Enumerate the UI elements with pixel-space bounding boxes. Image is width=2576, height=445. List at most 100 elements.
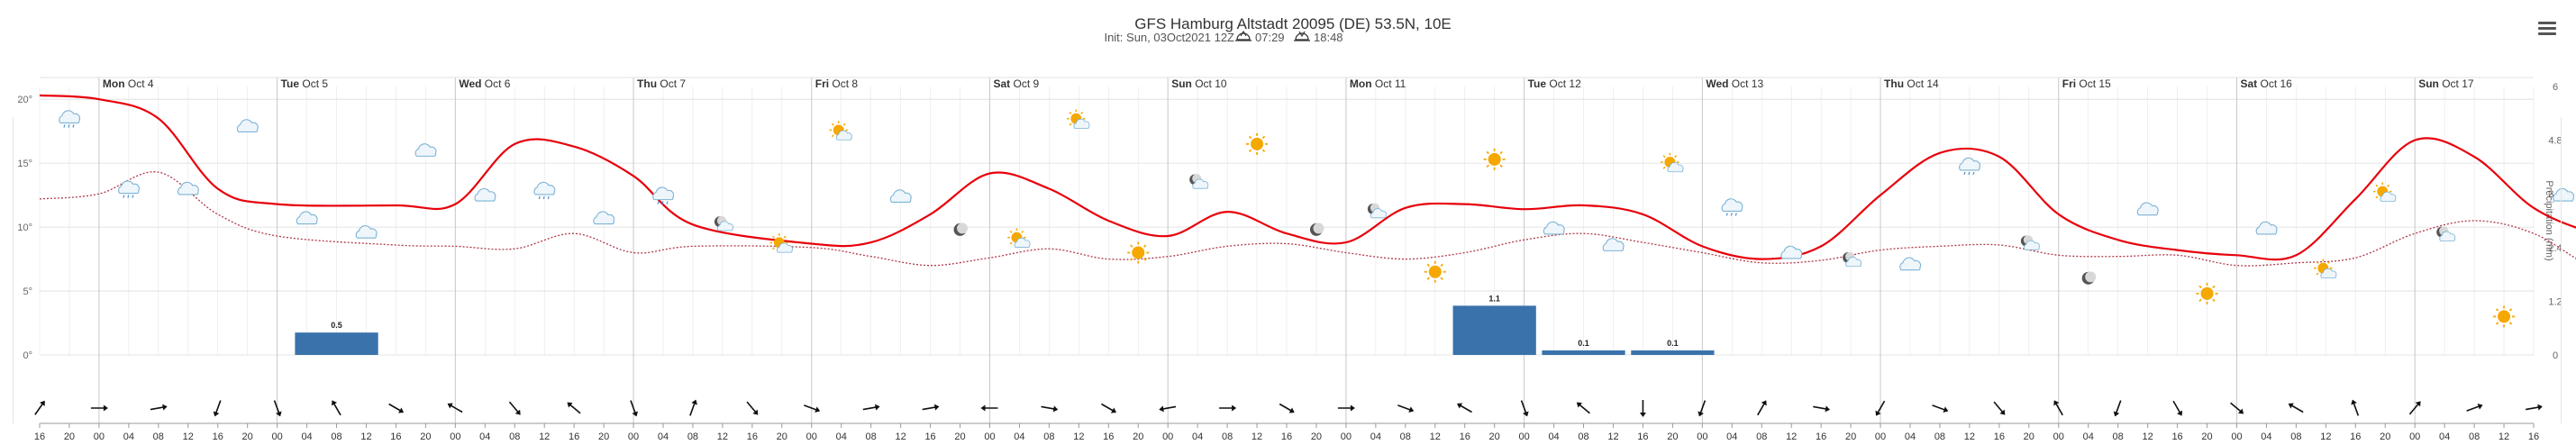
moon-icon [953, 222, 969, 236]
day-of-week: Mon [1350, 77, 1375, 90]
wind-arrow-head [1232, 404, 1237, 412]
wind-arrow-icon [2525, 404, 2543, 411]
wind-arrow-icon [388, 403, 405, 413]
hamburger-menu-icon[interactable] [2538, 22, 2556, 36]
wind-arrow-icon [2053, 400, 2063, 416]
x-tick-label: 04 [123, 431, 134, 442]
cloud-icon [2255, 221, 2278, 235]
day-date: Oct 13 [1732, 77, 1764, 90]
x-tick-label: 12 [539, 431, 550, 442]
x-tick-label: 20 [1133, 431, 1143, 442]
x-tick-label: 20 [1489, 431, 1500, 442]
x-tick-label: 20 [598, 431, 609, 442]
cloud-rain-icon [534, 182, 555, 199]
wind-arrow-icon [2408, 401, 2421, 415]
day-date: Oct 12 [1549, 77, 1581, 90]
x-tick-label: 16 [213, 431, 223, 442]
menu-bar [2538, 27, 2556, 30]
sun-cloud-icon [1007, 229, 1030, 248]
sun-cloud-icon [1661, 153, 1683, 172]
x-tick-label: 08 [687, 431, 698, 442]
wind-arrow-icon [2288, 403, 2304, 413]
x-tick-label: 20 [242, 431, 253, 442]
day-of-week: Sat [2240, 77, 2260, 90]
x-tick-label: 08 [2469, 431, 2480, 442]
x-tick-label: 00 [1875, 431, 1886, 442]
x-tick-label: 08 [331, 431, 341, 442]
day-date: Oct 11 [1375, 77, 1406, 90]
x-tick-label: 08 [1043, 431, 1054, 442]
wind-arrow-head [874, 404, 880, 411]
x-tick-label: 16 [1103, 431, 1114, 442]
x-tick-label: 00 [2409, 431, 2420, 442]
wind-arrow-icon [2466, 404, 2483, 412]
y-tick-label-right: 1.2 [2548, 296, 2562, 307]
x-tick-label: 20 [1311, 431, 1322, 442]
day-date: Oct 17 [2442, 77, 2474, 90]
x-tick-label: 00 [984, 431, 995, 442]
x-tick-label: 16 [569, 431, 579, 442]
day-of-week: Wed [1706, 77, 1731, 90]
wind-arrow-icon [922, 404, 940, 411]
x-tick-label: 20 [777, 431, 787, 442]
day-label: Wed Oct 6 [459, 77, 510, 90]
precip-bar-label: 0.1 [1578, 339, 1589, 348]
wind-arrow-icon [2351, 399, 2360, 416]
x-tick-label: 16 [1460, 431, 1470, 442]
cloud-icon [2136, 202, 2159, 216]
precip-bar-label: 0.5 [331, 321, 342, 330]
day-date: Oct 4 [128, 77, 154, 90]
wind-arrow-icon [1520, 400, 1529, 417]
wind-arrow-icon [1639, 400, 1646, 417]
wind-arrow-head [1943, 406, 1949, 413]
x-tick-label: 16 [1281, 431, 1292, 442]
wind-arrow-icon [331, 400, 341, 416]
sunset-time: 18:48 [1314, 31, 1343, 44]
cloud-icon [474, 187, 496, 202]
day-date: Oct 9 [1013, 77, 1039, 90]
sun-cloud-icon [770, 233, 793, 252]
wind-arrow-icon [1698, 400, 1707, 417]
x-tick-label: 00 [450, 431, 460, 442]
day-of-week: Tue [1528, 77, 1550, 90]
moon-cloud-icon [1189, 174, 1208, 188]
day-of-week: Sun [1171, 77, 1195, 90]
cloud-icon [593, 211, 615, 225]
wind-arrow-icon [567, 402, 581, 414]
wind-arrow-head [398, 407, 405, 413]
x-tick-label: 12 [1430, 431, 1441, 442]
x-tick-label: 16 [1637, 431, 1648, 442]
x-tick-label: 16 [1816, 431, 1826, 442]
wind-arrow-icon [1457, 403, 1472, 413]
day-date: Oct 16 [2260, 77, 2292, 90]
wind-arrow-head [2477, 404, 2483, 410]
day-label: Sat Oct 16 [2240, 77, 2292, 90]
day-label: Fri Oct 8 [815, 77, 859, 90]
wind-arrow-head [1639, 413, 1646, 417]
x-tick-label: 20 [1845, 431, 1856, 442]
x-tick-label: 12 [1964, 431, 1975, 442]
cloud-icon [1899, 257, 1922, 271]
wind-arrow-icon [1041, 405, 1059, 413]
day-label: Fri Oct 15 [2062, 77, 2111, 90]
day-label: Thu Oct 7 [637, 77, 686, 90]
x-tick-label: 20 [2201, 431, 2212, 442]
cloud-rain-icon [1722, 199, 1743, 216]
day-of-week: Sat [993, 77, 1013, 90]
precip-bar-label: 0.1 [1667, 339, 1679, 348]
wind-arrow-head [567, 402, 573, 408]
x-tick-label: 16 [2171, 431, 2182, 442]
cloud-icon [355, 225, 378, 239]
wind-arrow-icon [1813, 405, 1830, 413]
wind-row [34, 399, 2543, 417]
x-tick-label: 04 [2083, 431, 2094, 442]
wind-arrow-head [2351, 399, 2357, 405]
wind-arrow-head [514, 409, 521, 415]
x-axis: 16 20 00 04 08 12 16 20 00 04 08 12 16 20 00 04 08 12 16 20… [34, 422, 2539, 442]
precip-series: 0.51.10.10.10.31.30.60.10.20.10.21.00.10… [295, 294, 1715, 355]
moon-cloud-icon [715, 216, 733, 231]
wind-arrow-head [447, 403, 453, 409]
x-tick-label: 12 [1786, 431, 1797, 442]
wind-arrow-icon [804, 404, 821, 413]
wind-arrow-icon [862, 404, 880, 411]
